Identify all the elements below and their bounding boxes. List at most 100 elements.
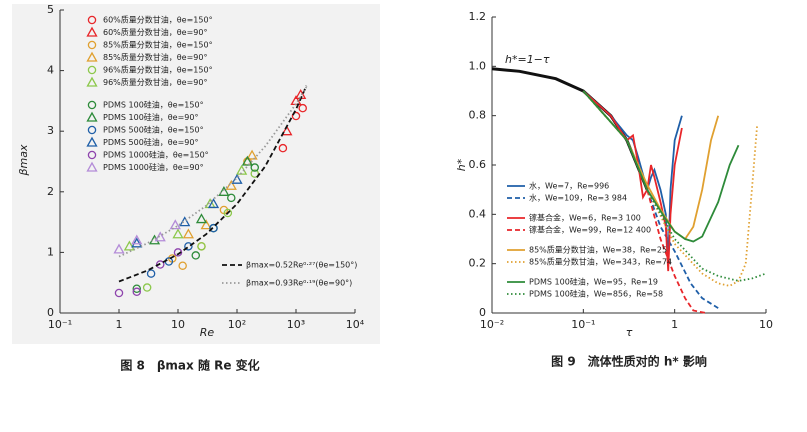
legend-marker xyxy=(87,15,97,25)
legend-label: 85%质量分数甘油，θe=150° xyxy=(103,40,213,50)
marker-triangle xyxy=(225,179,237,190)
caption: 图 9 流体性质对的 h* 影响 xyxy=(551,354,707,369)
marker-triangle xyxy=(281,125,293,136)
marker-circle xyxy=(197,242,206,251)
legend-marker xyxy=(86,161,98,172)
legend-label: PDMS 1000硅油，θe=90° xyxy=(103,162,204,172)
legend-label: PDMS 100硅油，We=95，Re=19 xyxy=(529,277,658,287)
marker-circle xyxy=(209,223,218,233)
legend-label: PDMS 500硅油，θe=90° xyxy=(103,137,198,147)
legend-label: 96%质量分数甘油，θe=150° xyxy=(103,65,213,75)
marker-triangle xyxy=(182,228,195,239)
x-tick-label: 10⁻¹ xyxy=(571,318,595,331)
legend-label: 96%质量分数甘油，θe=90° xyxy=(103,77,207,87)
marker-circle xyxy=(173,248,183,257)
legend-label: 85%质量分数甘油，θe=90° xyxy=(103,52,207,62)
marker-circle xyxy=(298,103,307,113)
x-tick-label: 10⁴ xyxy=(346,318,365,331)
marker-triangle xyxy=(131,237,143,248)
legend-label: PDMS 100硅油，θe=90° xyxy=(103,112,198,122)
marker-triangle xyxy=(169,219,181,230)
marker-circle xyxy=(114,288,124,298)
y-axis-title: h* xyxy=(455,158,468,171)
legend-marker xyxy=(86,51,98,62)
legend-marker xyxy=(86,26,98,37)
marker-triangle xyxy=(200,219,212,230)
legend-label: PDMS 500硅油，θe=150° xyxy=(103,125,204,135)
y-tick-label: 1 xyxy=(47,245,54,258)
marker-triangle xyxy=(131,234,143,245)
legend-label: 85%质量分数甘油，We=343，Re=74 xyxy=(529,257,672,267)
y-tick-label: 1.2 xyxy=(469,10,487,23)
legend-label: 60%质量分数甘油，θe=150° xyxy=(103,15,213,25)
x-tick-label: 10² xyxy=(228,318,246,331)
marker-circle xyxy=(132,287,142,297)
marker-circle xyxy=(227,193,236,203)
legend-label: PDMS 100硅油，θe=150° xyxy=(103,100,204,110)
legend-marker xyxy=(87,150,97,160)
legend-label: 水，We=109，Re=3 984 xyxy=(529,193,627,203)
legend-label: 镓基合金，We=99，Re=12 400 xyxy=(529,225,651,235)
marker-circle xyxy=(278,143,288,153)
series-line xyxy=(582,90,719,309)
y-tick-label: 0.4 xyxy=(469,207,487,220)
marker-triangle xyxy=(241,155,254,166)
y-axis-title: βmax xyxy=(17,144,30,176)
marker-triangle xyxy=(172,228,184,239)
curve-annotation: h*=1−τ xyxy=(505,53,550,66)
y-tick-label: 0.2 xyxy=(469,257,487,270)
marker-triangle xyxy=(154,231,166,242)
marker-triangle xyxy=(246,149,258,160)
legend-marker xyxy=(87,100,97,110)
series-line xyxy=(491,67,649,191)
y-tick-label: 1.0 xyxy=(469,59,487,72)
panel-background xyxy=(12,4,380,344)
marker-circle xyxy=(250,169,260,178)
legend-label: 水，We=7，Re=996 xyxy=(529,181,609,191)
legend-label: 60%质量分数甘油，θe=90° xyxy=(103,27,207,37)
series-line xyxy=(118,86,308,258)
legend-marker xyxy=(86,136,98,147)
legend-label: 镓基合金，We=6，Re=3 100 xyxy=(529,213,641,223)
x-axis-title: τ xyxy=(626,326,633,339)
marker-circle xyxy=(132,284,142,294)
marker-triangle xyxy=(113,243,125,254)
x-tick-label: 10 xyxy=(759,318,773,331)
series-line xyxy=(582,90,767,282)
marker-circle xyxy=(155,260,165,269)
marker-triangle xyxy=(207,198,220,209)
marker-triangle xyxy=(123,240,136,251)
marker-circle xyxy=(223,208,233,218)
y-tick-label: 5 xyxy=(47,3,54,16)
caption: 图 8 βmax 随 Re 变化 xyxy=(120,358,259,373)
legend-label: βmax=0.52Re⁰·²⁷(θe=150°) xyxy=(246,261,357,270)
y-tick-label: 0.8 xyxy=(469,109,487,122)
x-tick-label: 10³ xyxy=(287,318,305,331)
marker-circle xyxy=(146,269,156,278)
legend-marker xyxy=(86,111,98,122)
x-tick-label: 10 xyxy=(171,318,185,331)
x-tick-label: 1 xyxy=(116,318,123,331)
legend-marker xyxy=(87,65,97,75)
y-tick-label: 0 xyxy=(479,306,486,319)
legend-label: 85%质量分数甘油，We=38，Re=25 xyxy=(529,245,667,255)
legend-marker xyxy=(87,125,97,135)
marker-triangle xyxy=(195,213,208,224)
marker-circle xyxy=(191,251,201,260)
marker-circle xyxy=(142,283,152,292)
series-line xyxy=(118,85,308,283)
x-axis-title: Re xyxy=(200,326,215,339)
y-tick-label: 3 xyxy=(47,124,54,137)
marker-circle xyxy=(184,242,193,251)
legend-label: PDMS 1000硅油，θe=150° xyxy=(103,150,209,160)
x-tick-label: 1 xyxy=(671,318,678,331)
marker-triangle xyxy=(218,185,230,196)
y-tick-label: 0.6 xyxy=(469,158,487,171)
legend-label: PDMS 100硅油，We=856，Re=58 xyxy=(529,289,663,299)
y-tick-label: 2 xyxy=(47,185,54,198)
x-tick-label: 10⁻¹ xyxy=(48,318,72,331)
marker-circle xyxy=(250,163,260,172)
legend-marker xyxy=(87,40,97,50)
marker-circle xyxy=(178,261,187,270)
